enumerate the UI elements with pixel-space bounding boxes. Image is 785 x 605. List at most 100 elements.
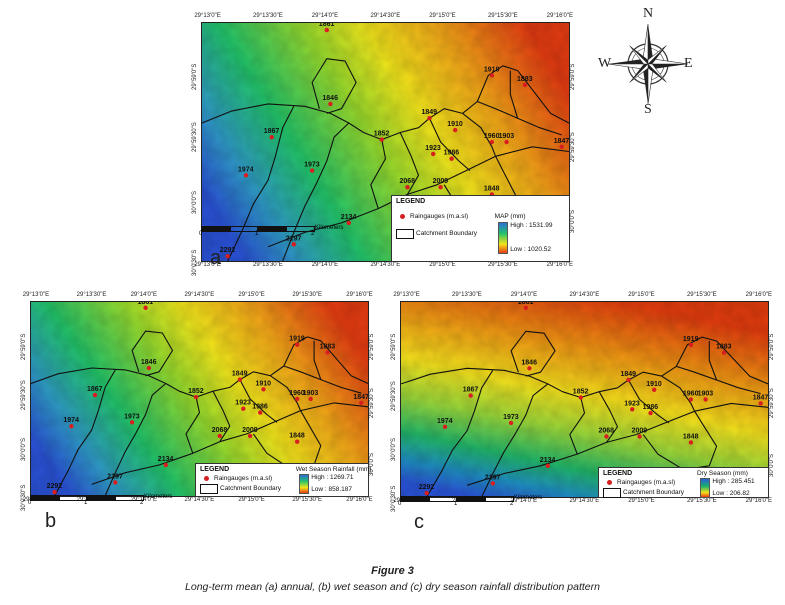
raingauge-point xyxy=(545,463,550,468)
top-tick-label: 29°14'0"E xyxy=(311,13,339,19)
bottom-tick-label: 29°13'30"E xyxy=(253,262,283,268)
top-tick-label: 29°15'30"E xyxy=(292,292,323,298)
left-tick-label: 30°0'0"S xyxy=(21,437,27,461)
raingauge-label: 1867 xyxy=(463,387,479,394)
scale-label: 2 xyxy=(140,500,144,506)
raingauge-label: 1919 xyxy=(484,66,500,73)
raingauge-point xyxy=(424,490,429,496)
raingauge-label: 1960 xyxy=(683,391,699,398)
raingauge-label: 1960 xyxy=(289,390,305,397)
raingauge-label: 1986 xyxy=(643,404,659,411)
catchment-boundary-line xyxy=(569,336,768,455)
raingauge-label: 1852 xyxy=(374,131,390,138)
legend-title: LEGEND xyxy=(603,470,633,477)
top-tick-label: 29°15'30"E xyxy=(487,13,518,19)
raingauge-label: 1923 xyxy=(425,145,441,152)
scale-label: 1 xyxy=(454,501,458,507)
raingauge-point xyxy=(508,420,514,426)
raingauge-point xyxy=(143,305,148,310)
raingauge-label: 1903 xyxy=(499,133,515,140)
catchment-legend-icon xyxy=(396,229,414,239)
catchment-boundary-line xyxy=(426,370,494,497)
raingauge-label: 2197 xyxy=(485,474,501,481)
panel-letter: b xyxy=(45,510,57,532)
raingauge-label: 1849 xyxy=(422,109,438,116)
raingauge-label: 1861 xyxy=(518,302,534,306)
panel-letter: c xyxy=(414,511,424,533)
raingauge-label: 1974 xyxy=(238,166,254,173)
raingauge-label: 1852 xyxy=(188,388,204,395)
catchment-boundary-line xyxy=(661,375,696,412)
raingauge-label: 1861 xyxy=(319,23,335,28)
color-ramp xyxy=(498,222,509,254)
raingauge-label: 1848 xyxy=(289,433,305,440)
raingauge-point xyxy=(405,185,410,190)
raingauge-point xyxy=(258,410,263,415)
raingauge-point xyxy=(52,489,57,495)
top-tick-label: 29°13'0"E xyxy=(194,13,221,19)
raingauge-point xyxy=(269,135,274,140)
raingauge-point xyxy=(489,73,495,78)
raingauge-label: 1883 xyxy=(320,343,336,350)
ramp-low-label: Low : 858.187 xyxy=(311,486,353,493)
legend-title: LEGEND xyxy=(396,198,426,205)
raingauge-point xyxy=(522,82,528,88)
raingauge-label: 1849 xyxy=(621,371,637,378)
scale-label: 2 xyxy=(510,501,514,507)
raingauge-point xyxy=(490,481,495,486)
catchment-boundary-line xyxy=(311,58,357,114)
scale-bar: 0 1 2 Kilometers xyxy=(199,225,343,237)
raingauge-legend-label: Raingauges (m.a.sl) xyxy=(410,213,469,220)
raingauge-label: 1861 xyxy=(138,302,154,306)
bottom-tick-label: 29°13'0"E xyxy=(194,262,221,268)
top-tick-label: 29°13'30"E xyxy=(76,292,107,298)
raingauge-point xyxy=(217,433,222,439)
raster-map-c: 1861 1919 1883 1846 1849 1910 1852 1867 1960 1903… xyxy=(400,301,769,498)
ramp-high-label: High : 1531.99 xyxy=(510,222,553,229)
bottom-tick-label: 29°14'0"E xyxy=(311,262,339,268)
raingauge-label: 1973 xyxy=(304,162,320,169)
scale-segment xyxy=(456,496,486,502)
raingauge-label: 2068 xyxy=(212,427,228,434)
catchment-boundary-line xyxy=(104,383,167,496)
catchment-boundary-line xyxy=(401,367,581,399)
raingauge-label: 2292 xyxy=(47,483,63,490)
left-tick-label: 30°0'30"S xyxy=(391,485,397,512)
top-tick-label: 29°16'0"E xyxy=(546,13,574,19)
scale-segment xyxy=(201,226,231,232)
bottom-tick-label: 29°15'30"E xyxy=(686,498,717,504)
raingauge-point xyxy=(308,396,313,402)
raingauge-label: 1923 xyxy=(624,400,640,407)
bottom-tick-label: 29°14'30"E xyxy=(184,497,215,503)
compass-west: W xyxy=(598,56,612,71)
catchment-boundary-line xyxy=(466,402,768,486)
right-tick-label: 29°59'0"S xyxy=(369,333,375,360)
raingauge-label: 1910 xyxy=(256,380,272,387)
raingauge-label: 2292 xyxy=(220,247,236,254)
raingauge-point xyxy=(328,101,333,107)
top-tick-label: 29°13'0"E xyxy=(22,292,50,298)
raingauge-label: 1903 xyxy=(303,390,319,397)
color-ramp xyxy=(700,478,711,498)
scale-unit: Kilometers xyxy=(144,494,173,500)
ramp-low-label: Low : 1020.52 xyxy=(510,246,552,253)
rainfall-surface-c: 1861 1919 1883 1846 1849 1910 1852 1867 1960 1903… xyxy=(401,302,768,497)
raingauge-point xyxy=(688,397,694,402)
scale-unit: Kilometers xyxy=(315,225,344,231)
scale-label: 0 xyxy=(398,501,402,507)
scale-label: 1 xyxy=(255,231,259,237)
raingauge-point xyxy=(489,139,495,145)
raingauge-legend-label: Raingauges (m.a.sl) xyxy=(617,479,676,486)
raingauge-point xyxy=(604,434,609,439)
raingauge-point xyxy=(92,392,98,398)
raingauge-point xyxy=(559,144,564,149)
catchment-boundary-line xyxy=(212,390,231,443)
bottom-tick-label: 29°15'0"E xyxy=(429,262,456,268)
raingauge-point xyxy=(758,401,763,406)
raingauge-point xyxy=(721,350,727,355)
raingauge-point xyxy=(237,377,243,382)
catchment-boundary-line xyxy=(282,122,350,261)
catchment-boundary-line xyxy=(642,410,718,471)
raingauge-label: 1910 xyxy=(646,381,662,388)
raingauge-label: 2292 xyxy=(419,484,435,491)
